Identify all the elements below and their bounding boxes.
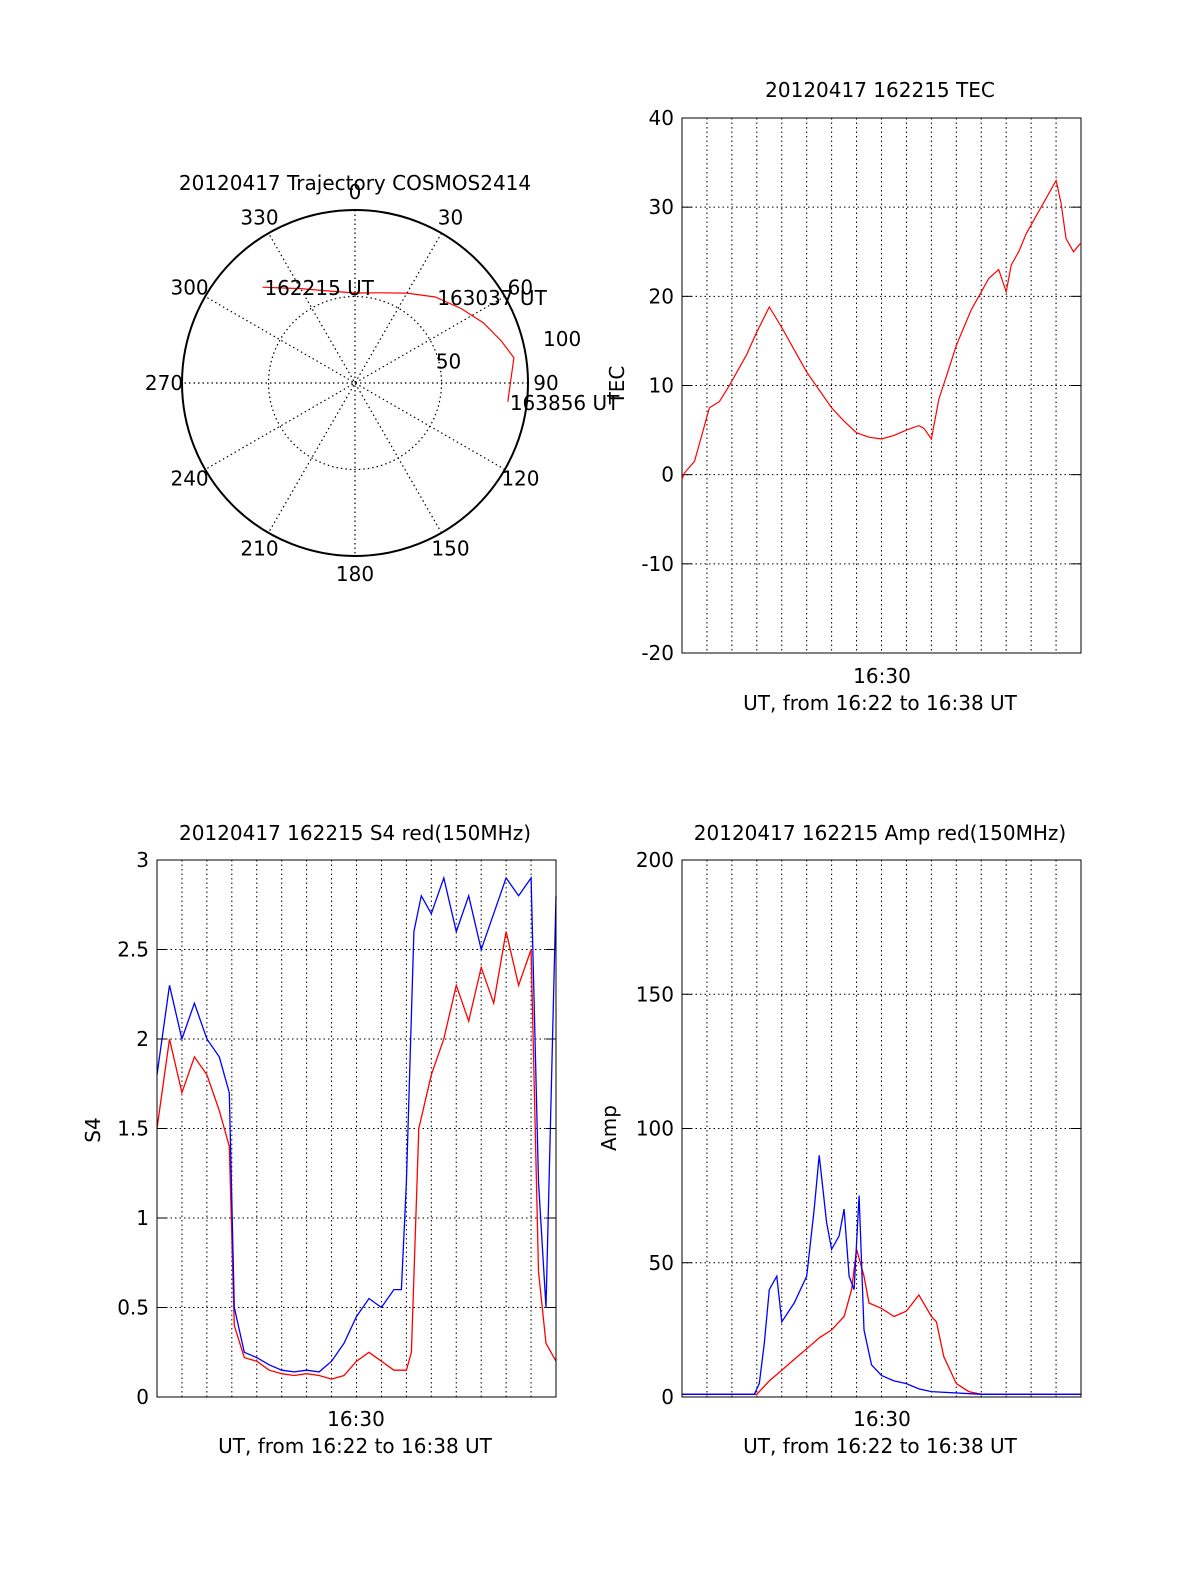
polar-angle-label: 0 — [349, 180, 362, 204]
polar-panel: 20120417 Trajectory COSMOS2414 0 30 60 90 12… — [145, 171, 620, 586]
polar-title: 20120417 Trajectory COSMOS2414 — [179, 171, 531, 195]
amp-x-axis-label: UT, from 16:22 to 16:38 UT — [743, 1434, 1018, 1458]
polar-spoke — [267, 232, 443, 534]
polar-spoke — [204, 295, 506, 471]
trajectory-time-label: 163037 UT — [437, 286, 547, 310]
tec-y-ticks: -20 -10 0 10 20 30 40 — [641, 106, 1081, 665]
y-tick-label: 0.5 — [117, 1296, 149, 1320]
polar-angle-labels: 0 30 60 90 120 150 180 210 240 270 300 330 — [145, 180, 559, 586]
amp-y-axis-label: Amp — [597, 1105, 621, 1151]
polar-radial-labels: 50 100 — [436, 327, 581, 373]
y-tick-label: 3 — [136, 848, 149, 872]
amp-panel: 20120417 162215 Amp red(150MHz) 0 50 100 15… — [597, 821, 1082, 1458]
y-tick-label: 0 — [661, 463, 674, 487]
amp-y-ticks: 0 50 100 150 200 — [636, 848, 1081, 1409]
polar-spoke — [267, 232, 443, 534]
polar-angle-label: 30 — [438, 206, 463, 230]
trajectory-line — [262, 286, 515, 402]
y-tick-label: 50 — [649, 1251, 674, 1275]
y-tick-label: 1.5 — [117, 1117, 149, 1141]
s4-x-tick-label: 16:30 — [327, 1407, 385, 1431]
s4-y-axis-label: S4 — [81, 1117, 105, 1142]
polar-radial-label: 50 — [436, 350, 461, 374]
y-tick-label: 40 — [649, 106, 674, 130]
y-tick-label: -20 — [641, 641, 674, 665]
y-tick-label: 20 — [649, 284, 674, 308]
y-tick-label: 200 — [636, 848, 674, 872]
y-tick-label: -10 — [641, 552, 674, 576]
trajectory-time-label: 162215 UT — [264, 276, 374, 300]
y-tick-label: 150 — [636, 982, 674, 1006]
polar-angle-label: 240 — [170, 467, 208, 491]
polar-outer-circle — [181, 209, 529, 557]
s4-grid — [157, 860, 556, 1397]
polar-spoke — [204, 295, 506, 471]
s4-panel: 20120417 162215 S4 red(150MHz) 0 0.5 1 1.5 2… — [81, 821, 557, 1458]
polar-angle-label: 120 — [501, 467, 539, 491]
tec-grid — [682, 118, 1081, 653]
amp-grid — [682, 860, 1081, 1397]
polar-radial-label: 100 — [543, 327, 581, 351]
amp-series — [682, 1155, 1081, 1395]
amp-title: 20120417 162215 Amp red(150MHz) — [694, 821, 1066, 845]
y-tick-label: 30 — [649, 195, 674, 219]
tec-title: 20120417 162215 TEC — [765, 78, 995, 102]
polar-angle-label: 60 — [508, 276, 533, 300]
polar-angle-label: 210 — [240, 536, 278, 560]
polar-angle-label: 300 — [170, 276, 208, 300]
polar-angle-label: 180 — [336, 562, 374, 586]
series-line-blue — [156, 875, 557, 1373]
trajectory-time-label: 163856 UT — [510, 391, 620, 415]
series-line-red — [682, 1249, 1081, 1395]
amp-x-tick-label: 16:30 — [853, 1407, 911, 1431]
series-line-red — [156, 931, 557, 1380]
s4-y-ticks: 0 0.5 1 1.5 2 2.5 3 — [117, 848, 556, 1409]
s4-x-axis-label: UT, from 16:22 to 16:38 UT — [218, 1434, 493, 1458]
polar-grid — [182, 210, 528, 556]
polar-angle-label: 330 — [240, 206, 278, 230]
trajectory-labels: 162215 UT 163037 UT 163856 UT — [264, 276, 620, 415]
polar-angle-label: 150 — [431, 536, 469, 560]
polar-angle-label: 270 — [145, 371, 183, 395]
y-tick-label: 10 — [649, 374, 674, 398]
s4-title: 20120417 162215 S4 red(150MHz) — [179, 821, 531, 845]
series-line-blue — [682, 1155, 1081, 1395]
y-tick-label: 2.5 — [117, 938, 149, 962]
tec-panel: 20120417 162215 TEC -20 -10 0 10 20 30 40 16:3… — [605, 78, 1082, 715]
s4-series — [156, 875, 557, 1380]
y-tick-label: 2 — [136, 1027, 149, 1051]
polar-ring-50 — [267, 295, 443, 471]
tec-x-tick-label: 16:30 — [853, 664, 911, 688]
tec-y-axis-label: TEC — [605, 366, 629, 406]
y-tick-label: 0 — [661, 1385, 674, 1409]
tec-x-axis-label: UT, from 16:22 to 16:38 UT — [743, 691, 1018, 715]
tec-series-line — [681, 178, 1082, 480]
y-tick-label: 100 — [636, 1117, 674, 1141]
y-tick-label: 1 — [136, 1206, 149, 1230]
y-tick-label: 0 — [136, 1385, 149, 1409]
polar-angle-label: 90 — [533, 371, 558, 395]
